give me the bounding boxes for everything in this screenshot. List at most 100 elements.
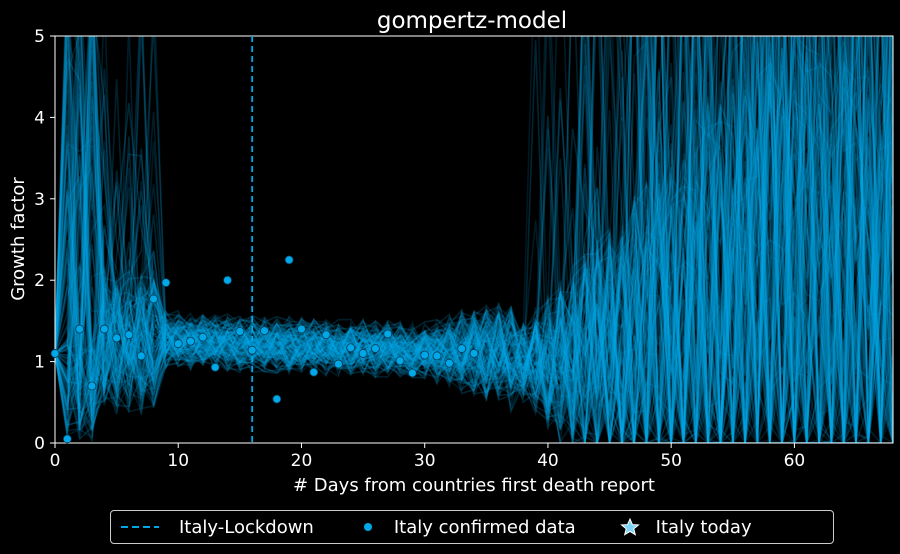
dashed-line-icon [121, 526, 159, 528]
data-point [407, 368, 417, 378]
simulation-line [55, 36, 887, 443]
x-tick-label: 40 [537, 451, 559, 471]
simulation-line [55, 36, 893, 443]
simulation-line [55, 36, 893, 443]
simulation-line [55, 36, 893, 443]
simulation-line [55, 36, 887, 443]
simulation-line [55, 36, 893, 443]
data-point [469, 349, 479, 358]
simulation-line [55, 36, 889, 443]
simulation-line [55, 36, 893, 443]
data-point [149, 294, 158, 304]
simulation-line [55, 36, 893, 443]
y-tick-label: 0 [34, 434, 45, 454]
simulation-line [55, 36, 893, 443]
simulation-line [55, 36, 893, 443]
simulation-line [55, 36, 893, 443]
data-point [173, 339, 183, 349]
simulation-lines [55, 36, 893, 443]
x-tick-label: 0 [50, 451, 61, 471]
y-tick-label: 5 [34, 27, 45, 47]
simulation-line [55, 66, 893, 443]
axes [54, 35, 894, 444]
simulation-line [55, 36, 893, 443]
data-point [395, 356, 405, 366]
simulation-line [55, 36, 893, 443]
simulation-line [55, 36, 893, 443]
x-tick-label: 60 [784, 451, 806, 471]
data-point [112, 333, 122, 343]
simulation-line [55, 36, 889, 443]
dot-icon [363, 523, 372, 531]
legend-item-today: Italy today [619, 517, 752, 538]
simulation-line [55, 36, 888, 443]
data-point [260, 326, 269, 336]
simulation-line [55, 36, 893, 443]
y-tick-label: 3 [34, 190, 45, 210]
x-ticks: 0 10 20 30 40 50 60 [50, 443, 806, 471]
y-axis-label: Growth factor [8, 177, 29, 301]
simulation-line [55, 36, 893, 443]
simulation-line [55, 36, 853, 443]
simulation-line [55, 36, 893, 443]
simulation-line [55, 36, 893, 443]
legend-item-confirmed: Italy confirmed data [358, 517, 576, 538]
data-point [309, 367, 319, 377]
simulation-line [55, 36, 893, 443]
y-tick-label: 4 [34, 108, 45, 128]
simulation-line [55, 36, 893, 443]
simulation-line [55, 36, 893, 443]
confirmed-data-points [50, 255, 479, 444]
data-point [297, 324, 306, 334]
simulation-line [55, 36, 893, 443]
simulation-line [55, 36, 893, 443]
legend-label-lockdown: Italy-Lockdown [179, 516, 314, 538]
simulation-line [55, 41, 893, 443]
simulation-line [55, 36, 893, 443]
data-point [457, 344, 467, 353]
simulation-line [55, 36, 893, 443]
simulation-line [55, 36, 885, 443]
star-icon [619, 517, 640, 536]
simulation-line [55, 36, 893, 443]
simulation-line [55, 36, 893, 443]
simulation-line [55, 36, 893, 443]
data-point [420, 350, 430, 360]
simulation-line [55, 36, 893, 443]
x-axis-label: # Days from countries first death report [293, 475, 655, 496]
simulation-line [55, 36, 893, 443]
legend-item-lockdown: Italy-Lockdown [119, 517, 314, 538]
simulation-line [55, 36, 893, 443]
simulation-line [55, 36, 893, 443]
simulation-line [55, 36, 893, 443]
simulation-line [55, 36, 893, 443]
simulation-line [55, 36, 891, 443]
simulation-line [55, 36, 893, 443]
data-point [321, 330, 331, 340]
simulation-line [55, 36, 893, 443]
simulation-line [55, 36, 891, 443]
data-point [383, 329, 393, 339]
simulation-line [55, 36, 893, 443]
simulation-line [55, 36, 893, 443]
legend: Italy-Lockdown Italy confirmed data Ital… [110, 510, 834, 544]
simulation-line [55, 36, 893, 443]
data-point [186, 336, 195, 346]
y-tick-label: 2 [34, 271, 45, 291]
data-point [62, 434, 72, 444]
data-point [87, 381, 97, 391]
simulation-line [55, 36, 893, 443]
x-tick-label: 10 [167, 451, 189, 471]
x-tick-label: 20 [291, 451, 313, 471]
simulation-line [55, 36, 893, 443]
simulation-line [55, 36, 893, 443]
data-point [432, 351, 442, 361]
simulation-line [55, 36, 893, 443]
data-point [210, 362, 220, 372]
axes-frame [54, 35, 894, 444]
data-point [136, 351, 146, 361]
x-tick-label: 50 [660, 451, 682, 471]
simulation-line [55, 36, 893, 443]
simulation-line [55, 36, 890, 443]
